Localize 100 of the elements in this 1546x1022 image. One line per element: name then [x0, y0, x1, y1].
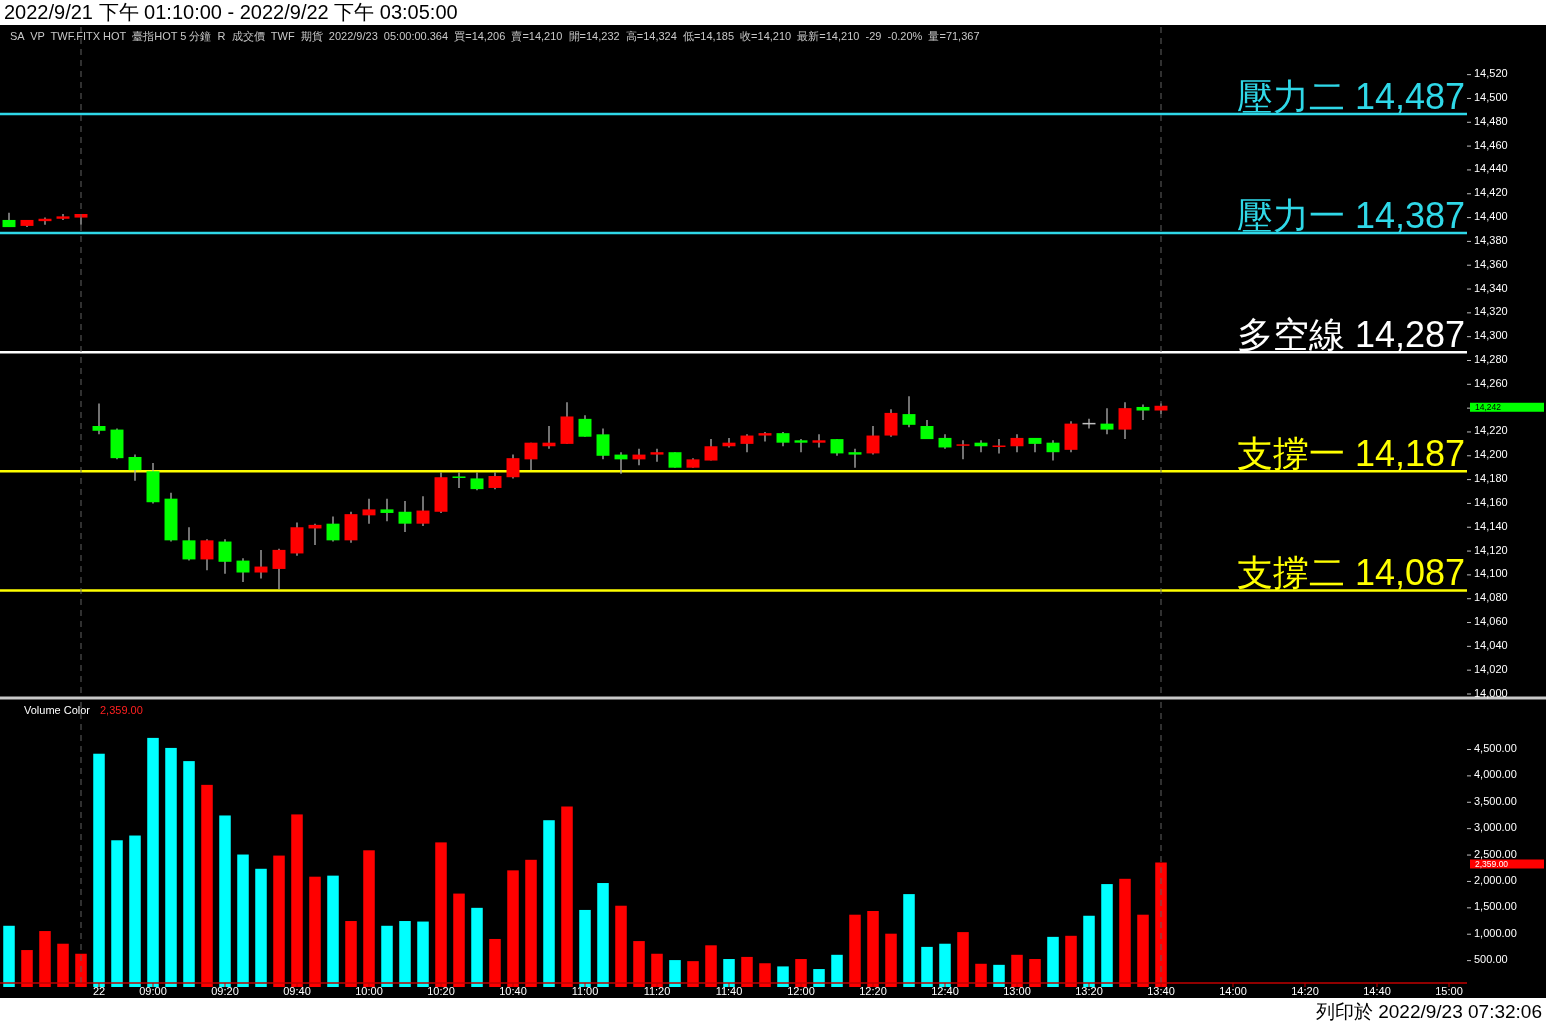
- bar: [1047, 936, 1059, 987]
- y-tick-label: 3,000.00: [1474, 821, 1517, 834]
- candlestick: [254, 549, 268, 580]
- bar: [3, 925, 15, 987]
- bar: [237, 854, 249, 987]
- bar: [219, 815, 231, 987]
- x-tick-label: 13:20: [1075, 985, 1103, 997]
- candlestick: [704, 438, 718, 462]
- candlestick: [92, 402, 106, 435]
- bar: [1065, 935, 1077, 987]
- x-tick-label: 09:00: [139, 985, 167, 997]
- y-tick-label: 4,000.00: [1474, 768, 1517, 781]
- candlestick: [1118, 401, 1132, 440]
- bar: [615, 905, 627, 987]
- x-tick-label: 10:00: [355, 985, 383, 997]
- y-tick-label: 14,140: [1474, 519, 1508, 532]
- bar: [1119, 878, 1131, 987]
- candlestick: [578, 414, 592, 438]
- y-tick-label: 14,420: [1474, 186, 1508, 199]
- candlestick: [596, 427, 610, 461]
- x-tick-label: 12:20: [859, 985, 887, 997]
- bar: [579, 909, 591, 987]
- y-tick-label: 14,060: [1474, 615, 1508, 628]
- bar: [705, 945, 717, 987]
- bar: [201, 784, 213, 987]
- bar: [57, 943, 69, 987]
- candlestick: [758, 431, 772, 443]
- bar: [741, 956, 753, 987]
- bar: [327, 875, 339, 987]
- bar: [597, 883, 609, 987]
- ref-line-label: 多空線 14,287: [1236, 314, 1465, 356]
- candlestick: [1100, 407, 1114, 435]
- bar: [1029, 959, 1041, 987]
- bar: [957, 932, 969, 987]
- y-tick-label: 14,300: [1474, 329, 1508, 342]
- bar: [1101, 884, 1113, 987]
- x-tick-label: 14:20: [1291, 985, 1319, 997]
- bar: [183, 761, 195, 987]
- y-tick-label: 14,040: [1474, 638, 1508, 651]
- bar: [489, 938, 501, 987]
- bar: [111, 840, 123, 987]
- y-tick-label: 2,500.00: [1474, 847, 1517, 860]
- y-tick-label: 14,120: [1474, 543, 1508, 556]
- bar: [525, 859, 537, 987]
- candlestick: [398, 500, 412, 533]
- y-tick-label: 14,520: [1474, 67, 1508, 80]
- y-tick-label: 14,480: [1474, 114, 1508, 127]
- candlestick: [650, 447, 664, 463]
- bar: [21, 950, 33, 987]
- x-tick-label: 13:00: [1003, 985, 1031, 997]
- bar: [255, 868, 267, 987]
- bar: [399, 921, 411, 987]
- y-tick-label: 14,440: [1474, 162, 1508, 175]
- text: 列印於 2022/9/23 07:32:06: [1315, 1001, 1542, 1022]
- bar: [759, 963, 771, 987]
- x-tick-label: 12:40: [931, 985, 959, 997]
- ref-line-label: 支撐一 14,187: [1236, 433, 1465, 475]
- candlestick: [380, 498, 394, 522]
- x-tick-label: 14:40: [1363, 985, 1391, 997]
- y-tick-label: 14,320: [1474, 305, 1508, 318]
- y-tick-label: 14,080: [1474, 591, 1508, 604]
- text: 2,359.00: [1475, 859, 1509, 869]
- bar: [363, 850, 375, 987]
- bar: [831, 954, 843, 987]
- candlestick: [272, 548, 286, 590]
- y-tick-label: 14,160: [1474, 495, 1508, 508]
- y-tick-label: 14,100: [1474, 567, 1508, 580]
- x-tick-label: 11:40: [715, 985, 743, 997]
- bar: [687, 961, 699, 987]
- y-tick-label: 14,020: [1474, 662, 1508, 675]
- candlestick: [506, 453, 520, 480]
- chart-subtitle: SA VP TWF.FITX HOT 臺指HOT 5 分鐘 R 成交價 TWF 期貨 2022/9/23 05:00:00.364 買=14,206 賣=14,210 開=14,232 高=14,324 低=14,185 收=14,210 最新=14,210 -29 -0.20% 量=71,367: [10, 30, 980, 42]
- y-tick-label: 3,500.00: [1474, 794, 1517, 807]
- y-tick-label: 14,200: [1474, 448, 1508, 461]
- ref-line-label: 壓力二 14,487: [1236, 75, 1465, 117]
- bar: [273, 855, 285, 987]
- x-tick-label: 10:40: [499, 985, 527, 997]
- y-tick-label: 14,260: [1474, 376, 1508, 389]
- y-tick-label: 14,500: [1474, 90, 1508, 103]
- bar: [471, 907, 483, 987]
- y-tick-label: 14,180: [1474, 472, 1508, 485]
- candlestick: [848, 447, 862, 469]
- bar: [939, 943, 951, 987]
- bar: [417, 921, 429, 987]
- candlestick: [236, 557, 250, 583]
- bar: [165, 747, 177, 987]
- y-tick-label: 14,400: [1474, 210, 1508, 223]
- bar: [651, 953, 663, 987]
- x-tick-label: 09:40: [283, 985, 311, 997]
- bar: [381, 925, 393, 987]
- chart-title: 2022/9/21 下午 01:10:00 - 2022/9/22 下午 03:05:00: [4, 1, 458, 23]
- candlestick: [956, 439, 970, 461]
- y-tick-label: 1,000.00: [1474, 926, 1517, 939]
- candlestick: [884, 408, 898, 438]
- bar: [507, 870, 519, 987]
- y-tick-label: 14,460: [1474, 138, 1508, 151]
- y-tick-label: 2,000.00: [1474, 873, 1517, 886]
- bar: [1155, 862, 1167, 987]
- candlestick: [1136, 403, 1150, 421]
- bar: [795, 959, 807, 987]
